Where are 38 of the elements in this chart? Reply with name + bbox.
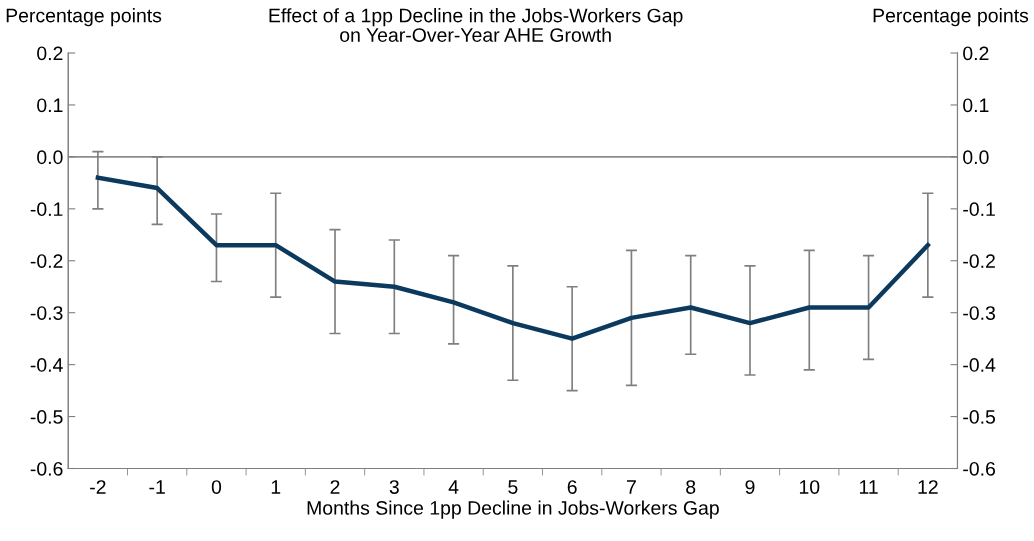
x-axis-title: Months Since 1pp Decline in Jobs-Workers Gap [307, 500, 719, 519]
x-tick-label: -1 [149, 480, 165, 494]
y-tick-label: -0.5 [30, 410, 63, 424]
y2-tick-label: -0.2 [963, 254, 995, 268]
x-tick-label: 11 [859, 480, 878, 494]
x-tick-label: 10 [799, 480, 820, 494]
y-tick-label: 0.1 [37, 98, 63, 113]
x-tick-label: 0 [211, 480, 222, 494]
y2-tick-label: -0.6 [963, 461, 995, 476]
x-tick-label: 12 [918, 480, 938, 494]
y-tick-label: -0.6 [30, 461, 63, 476]
x-tick-label: 2 [330, 480, 340, 494]
chart-title: Effect of a 1pp Decline in the Jobs-Workers Gap on Year-Over-Year AHE Growth [269, 8, 683, 42]
y2-tick-label: -0.5 [963, 410, 996, 424]
y-tick-label: -0.1 [30, 202, 63, 217]
y-axis-title: Percentage points [6, 8, 162, 27]
x-tick-label: 1 [271, 480, 281, 494]
y2-tick-label: 0.2 [963, 46, 989, 61]
x-tick-label: 5 [508, 480, 518, 494]
y2-tick-label: -0.1 [963, 202, 995, 217]
x-tick-label: -2 [90, 480, 106, 494]
x-tick-label: 7 [627, 480, 636, 494]
y-tick-label: -0.3 [30, 306, 63, 320]
line-series [95, 175, 931, 341]
x-tick-label: 3 [389, 480, 399, 494]
y-tick-label: 0.2 [37, 46, 63, 61]
y2-tick-label: -0.4 [963, 358, 996, 372]
y-tick-label: -0.4 [30, 358, 63, 372]
y2-tick-label: -0.3 [963, 306, 995, 320]
x-tick-label: 8 [686, 480, 696, 494]
x-tick-label: 9 [745, 480, 755, 494]
y-tick-label: 0.0 [37, 150, 63, 165]
y-tick-label: -0.2 [30, 254, 63, 268]
y2-axis-title: Percentage points [873, 8, 1029, 27]
y2-tick-label: 0.0 [963, 150, 989, 165]
x-tick-label: 4 [448, 480, 459, 494]
x-tick-label: 6 [567, 480, 577, 494]
y2-tick-label: 0.1 [963, 98, 989, 113]
